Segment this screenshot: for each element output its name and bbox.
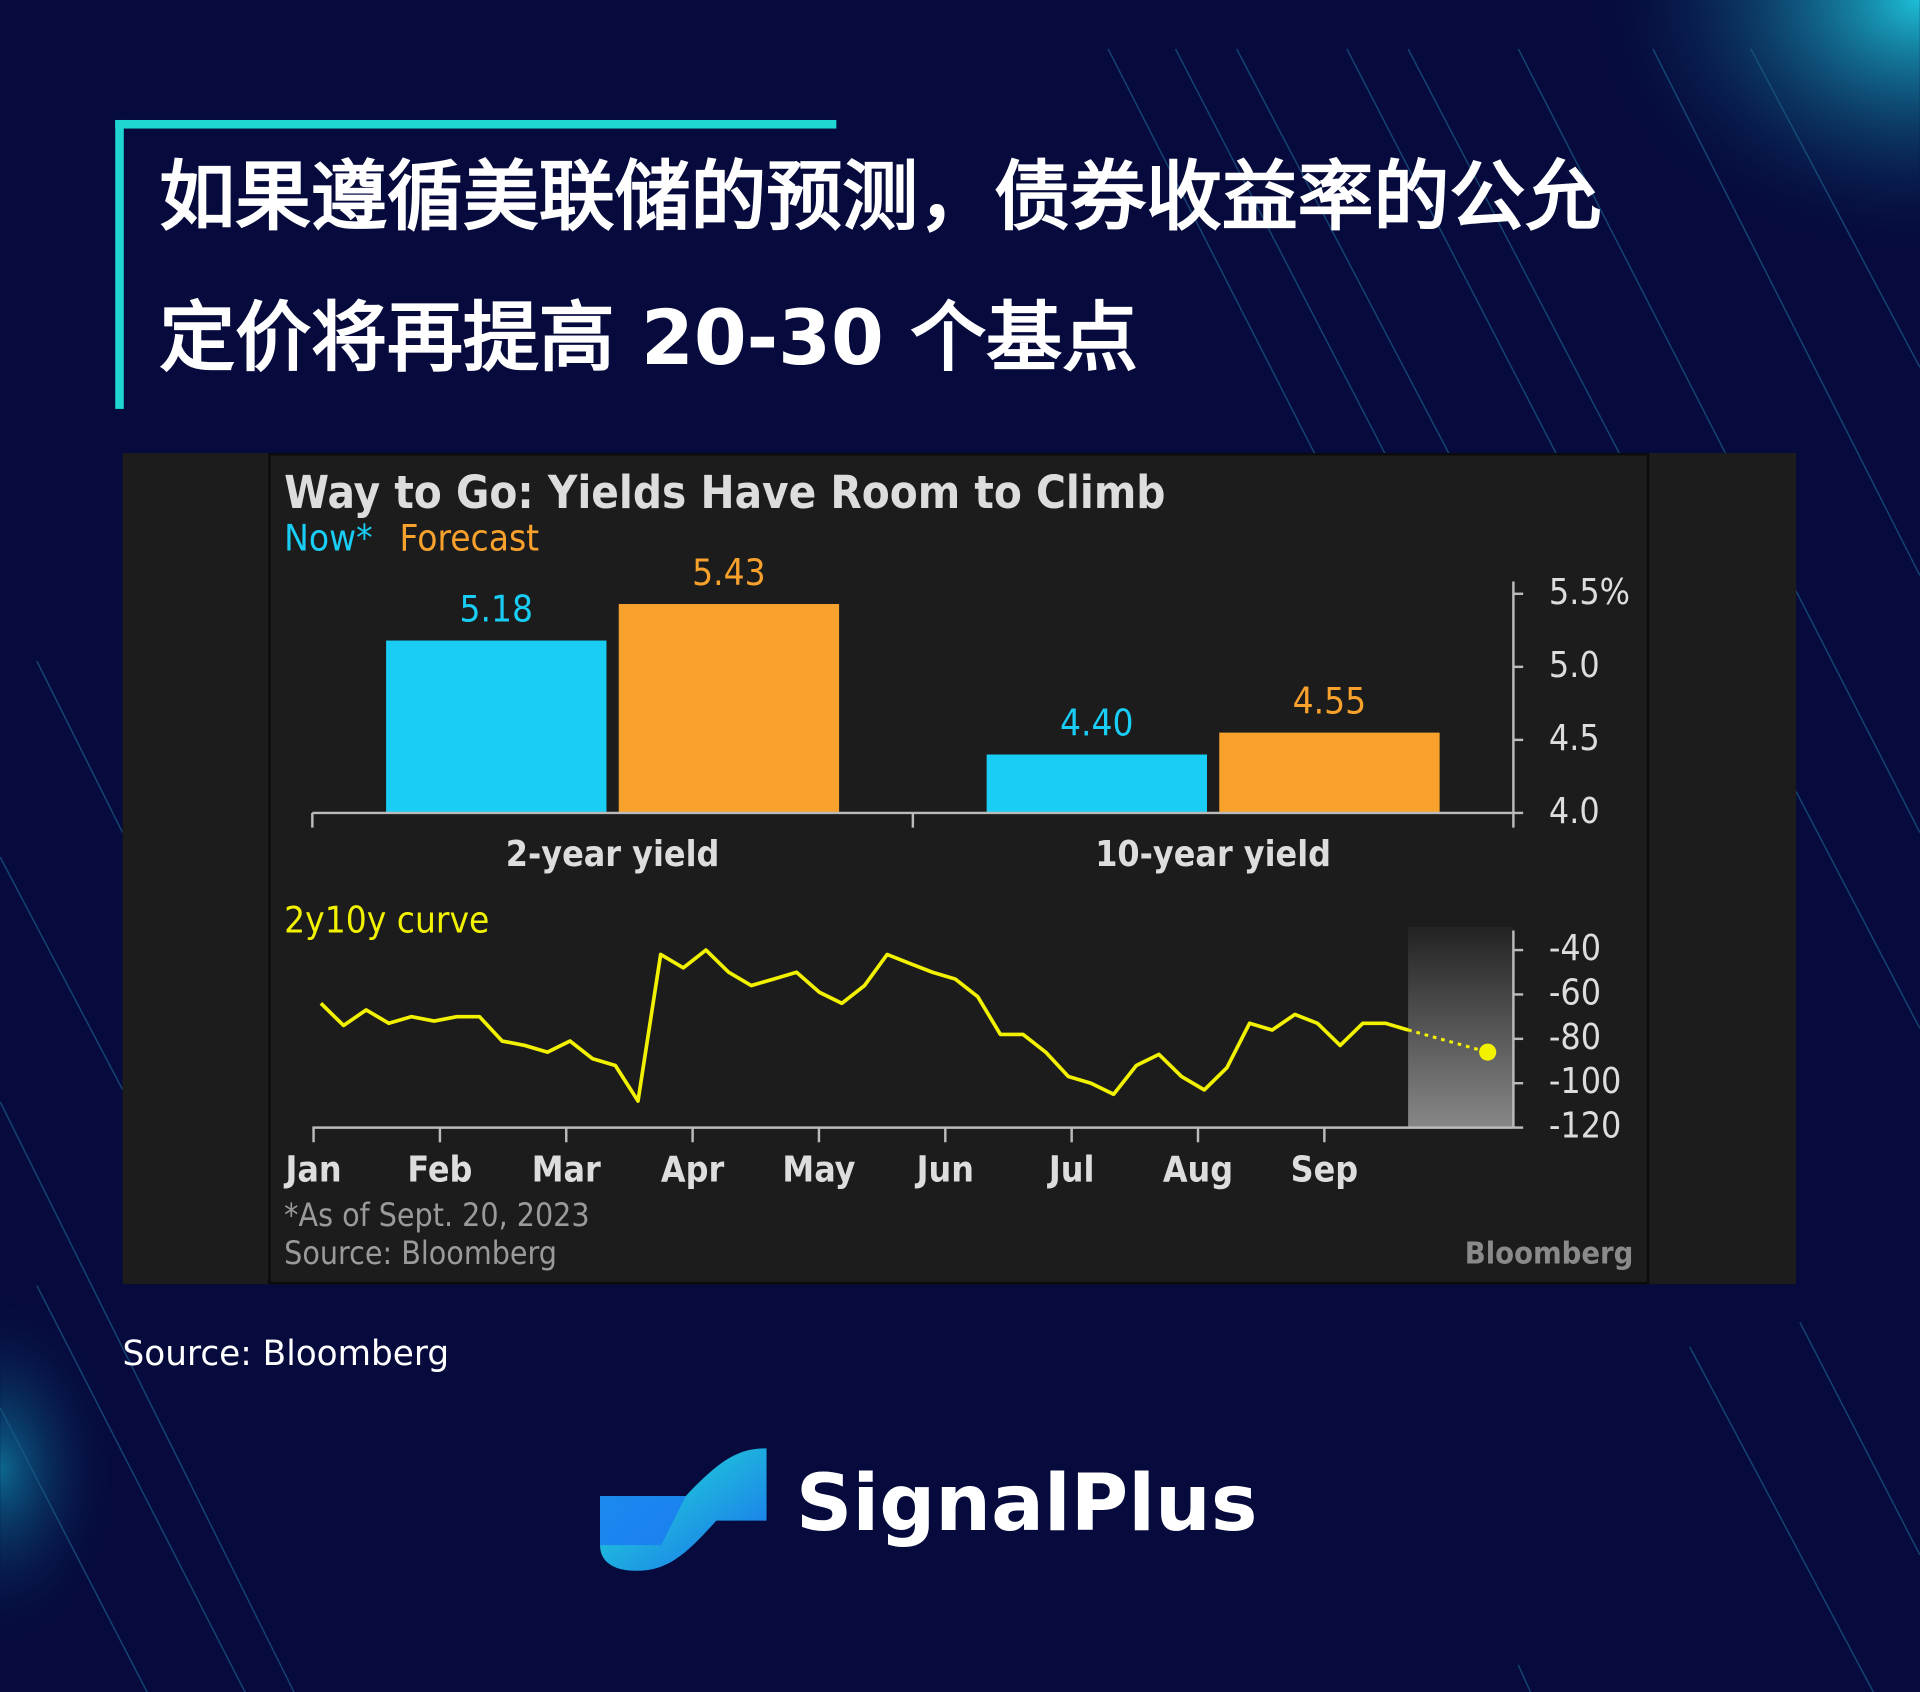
legend-entry: Forecast bbox=[400, 516, 540, 559]
y-tick-label: 4.0 bbox=[1549, 791, 1600, 832]
value-label: 5.43 bbox=[692, 551, 766, 594]
x-tick-label: 10-year yield bbox=[1095, 834, 1331, 875]
footer-brand: SignalPlus bbox=[796, 1458, 1258, 1549]
chart-brand: Bloomberg bbox=[1465, 1236, 1634, 1271]
footer-source: Source: Bloomberg bbox=[123, 1334, 450, 1374]
value-label: 4.40 bbox=[1060, 702, 1134, 745]
title-frame bbox=[115, 119, 837, 409]
x-tick-label: Mar bbox=[532, 1150, 601, 1191]
header-title: 定价将再提高 20-30 个基点 bbox=[159, 294, 1138, 382]
bar bbox=[386, 640, 607, 813]
forecast-point bbox=[1479, 1043, 1497, 1061]
x-tick-label: Jan bbox=[283, 1150, 341, 1191]
chart-title: Way to Go: Yields Have Room to Climb bbox=[284, 466, 1165, 519]
y-tick-label: -40 bbox=[1549, 928, 1601, 969]
x-tick-label: Aug bbox=[1163, 1150, 1233, 1191]
legend-entry: Now* bbox=[284, 516, 372, 559]
x-tick-label: Apr bbox=[661, 1150, 725, 1191]
y-tick-label: 5.0 bbox=[1549, 645, 1600, 686]
y-tick-label: -120 bbox=[1549, 1106, 1621, 1147]
footnote: *As of Sept. 20, 2023 bbox=[284, 1196, 589, 1234]
x-tick-label: Jul bbox=[1047, 1150, 1095, 1191]
x-tick-label: May bbox=[782, 1150, 855, 1191]
bar bbox=[986, 754, 1208, 813]
forecast-region bbox=[1408, 926, 1514, 1128]
forecast-connector bbox=[1407, 1028, 1489, 1054]
y-tick-label: 4.5 bbox=[1549, 718, 1600, 759]
y-tick-label: -60 bbox=[1549, 972, 1601, 1013]
bar bbox=[1219, 732, 1440, 813]
y-tick-label: 5.5% bbox=[1549, 572, 1630, 613]
chart-frame bbox=[268, 452, 1650, 1285]
value-label: 4.55 bbox=[1293, 680, 1367, 723]
header-title: 如果遵循美联储的预测，债券收益率的公允 bbox=[159, 153, 1601, 241]
chart-source: Source: Bloomberg bbox=[284, 1234, 557, 1272]
value-label: 5.18 bbox=[460, 588, 534, 631]
y-tick-label: -100 bbox=[1549, 1061, 1621, 1102]
x-tick-label: Feb bbox=[407, 1150, 472, 1191]
curve-line bbox=[319, 948, 1409, 1103]
y-tick-label: -80 bbox=[1549, 1017, 1601, 1058]
x-tick-label: Sep bbox=[1291, 1150, 1359, 1191]
chart-title: 2y10y curve bbox=[284, 898, 489, 941]
bar bbox=[618, 604, 840, 813]
logo bbox=[600, 1448, 767, 1571]
x-tick-label: 2-year yield bbox=[506, 834, 720, 875]
x-tick-label: Jun bbox=[915, 1150, 974, 1191]
glow bbox=[1346, 0, 1920, 441]
